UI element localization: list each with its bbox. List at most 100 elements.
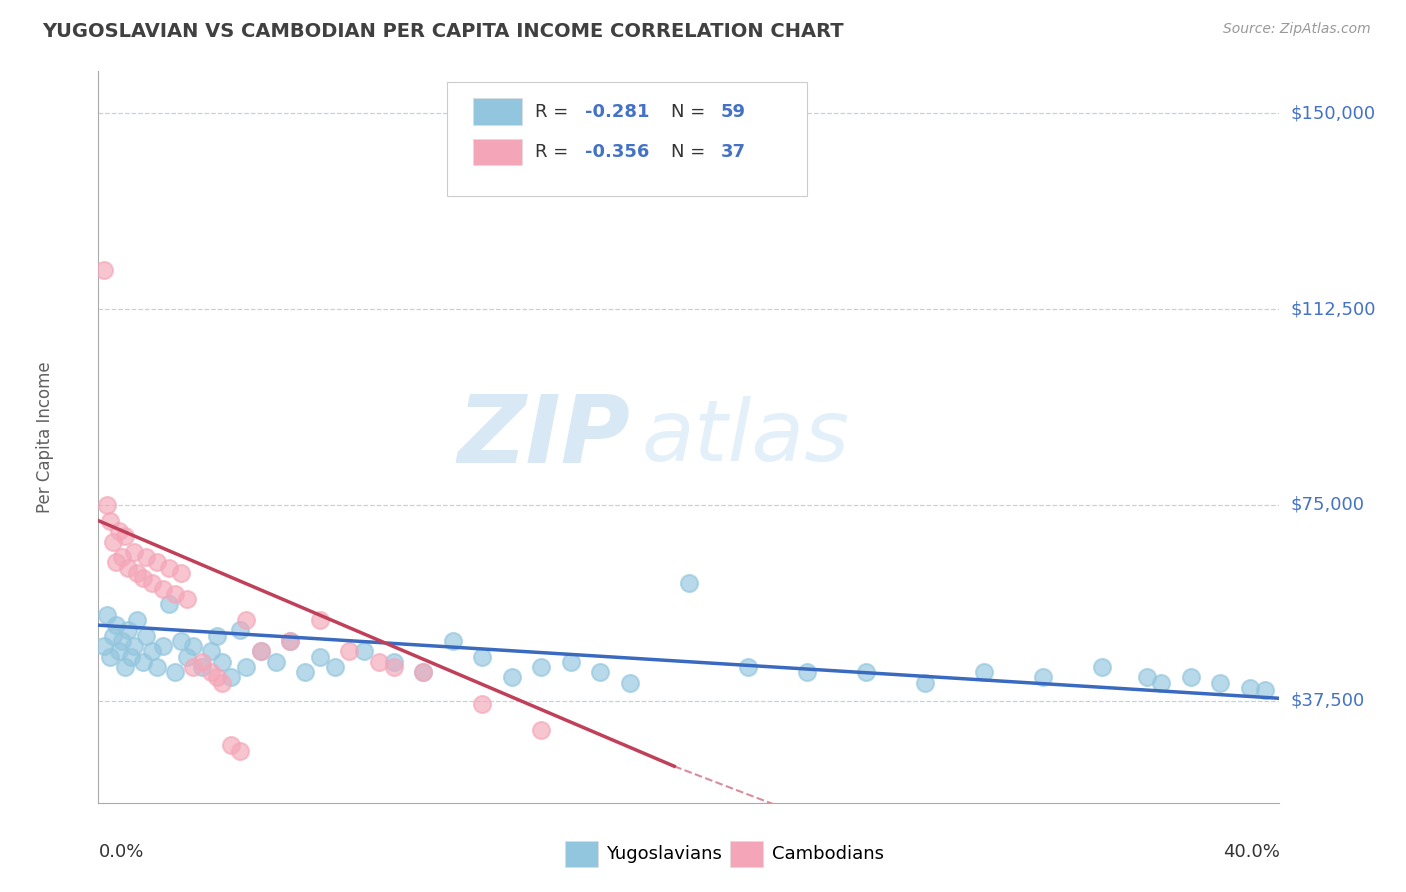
Point — [122, 639, 145, 653]
Point — [530, 660, 553, 674]
Point — [170, 633, 193, 648]
Point — [441, 633, 464, 648]
Point — [205, 670, 228, 684]
Point — [589, 665, 612, 680]
Point — [280, 633, 302, 648]
Point — [105, 618, 128, 632]
Point — [796, 665, 818, 680]
Text: 37: 37 — [721, 143, 745, 161]
Text: R =: R = — [536, 103, 575, 120]
Text: Per Capita Income: Per Capita Income — [37, 361, 55, 513]
Point — [122, 545, 145, 559]
Point — [141, 576, 163, 591]
Point — [382, 655, 405, 669]
Point — [125, 613, 148, 627]
Point — [170, 566, 193, 580]
Point — [1180, 670, 1202, 684]
Point — [1136, 670, 1159, 684]
Point — [250, 644, 273, 658]
Point — [108, 524, 131, 538]
Point — [229, 624, 252, 638]
Point — [120, 649, 142, 664]
Point — [339, 644, 361, 658]
Point — [323, 660, 346, 674]
Point — [114, 529, 136, 543]
Point — [229, 743, 252, 757]
Point — [125, 566, 148, 580]
Point — [103, 629, 125, 643]
Text: N =: N = — [671, 143, 711, 161]
Text: Source: ZipAtlas.com: Source: ZipAtlas.com — [1223, 22, 1371, 37]
Point — [114, 660, 136, 674]
Bar — [565, 841, 598, 867]
Point — [530, 723, 553, 737]
Text: R =: R = — [536, 143, 575, 161]
Point — [165, 587, 187, 601]
Point — [973, 665, 995, 680]
Text: 0.0%: 0.0% — [98, 843, 143, 861]
Point — [1209, 675, 1232, 690]
Point — [93, 263, 115, 277]
Bar — [472, 138, 523, 165]
Point — [93, 639, 115, 653]
Point — [221, 670, 243, 684]
Point — [152, 582, 174, 596]
Point — [111, 550, 134, 565]
Point — [135, 629, 157, 643]
Point — [353, 644, 375, 658]
Point — [205, 629, 228, 643]
Point — [176, 649, 198, 664]
Point — [221, 739, 243, 753]
Bar — [472, 98, 523, 125]
Point — [501, 670, 523, 684]
Point — [471, 649, 494, 664]
Point — [132, 655, 155, 669]
Text: -0.281: -0.281 — [585, 103, 650, 120]
Point — [105, 556, 128, 570]
Point — [250, 644, 273, 658]
Point — [471, 697, 494, 711]
Point — [117, 560, 139, 574]
Text: ZIP: ZIP — [457, 391, 630, 483]
Point — [368, 655, 391, 669]
Point — [146, 556, 169, 570]
Text: $112,500: $112,500 — [1291, 300, 1376, 318]
Point — [1091, 660, 1114, 674]
Point — [96, 498, 118, 512]
Point — [165, 665, 187, 680]
Point — [117, 624, 139, 638]
Point — [294, 665, 316, 680]
Point — [1032, 670, 1054, 684]
Point — [146, 660, 169, 674]
Point — [176, 592, 198, 607]
Bar — [730, 841, 763, 867]
Point — [412, 665, 434, 680]
Point — [678, 576, 700, 591]
Point — [191, 660, 214, 674]
Point — [98, 514, 121, 528]
Point — [619, 675, 641, 690]
Text: 59: 59 — [721, 103, 745, 120]
Text: 40.0%: 40.0% — [1223, 843, 1279, 861]
Text: YUGOSLAVIAN VS CAMBODIAN PER CAPITA INCOME CORRELATION CHART: YUGOSLAVIAN VS CAMBODIAN PER CAPITA INCO… — [42, 22, 844, 41]
Point — [235, 660, 257, 674]
Point — [141, 644, 163, 658]
Point — [200, 665, 222, 680]
Point — [96, 607, 118, 622]
Point — [280, 633, 302, 648]
Point — [135, 550, 157, 565]
Point — [235, 613, 257, 627]
Text: $75,000: $75,000 — [1291, 496, 1365, 514]
Point — [211, 655, 233, 669]
Point — [309, 649, 332, 664]
Point — [132, 571, 155, 585]
Point — [855, 665, 877, 680]
Text: Cambodians: Cambodians — [772, 845, 883, 863]
Text: -0.356: -0.356 — [585, 143, 650, 161]
Point — [181, 639, 204, 653]
Point — [1239, 681, 1261, 695]
Point — [737, 660, 759, 674]
Point — [382, 660, 405, 674]
Text: $150,000: $150,000 — [1291, 104, 1375, 122]
Text: N =: N = — [671, 103, 711, 120]
